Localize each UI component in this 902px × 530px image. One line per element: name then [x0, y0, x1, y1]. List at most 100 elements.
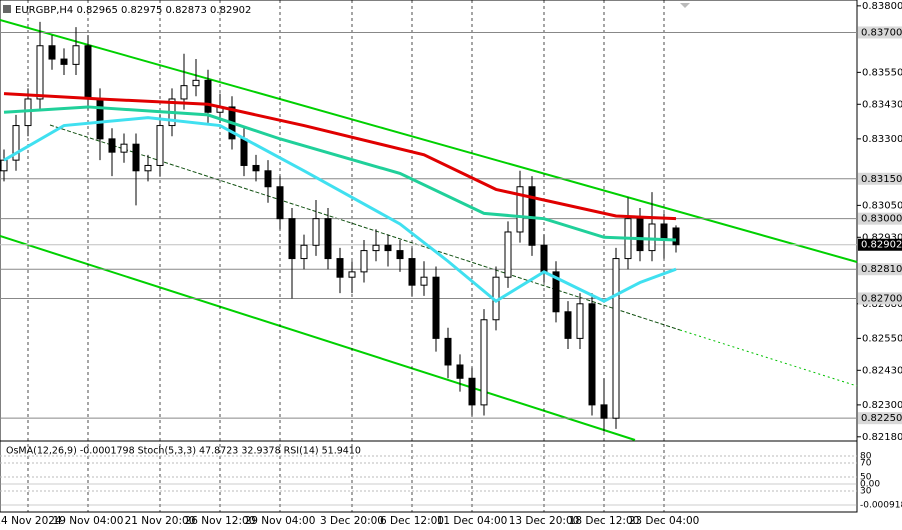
chart-title: EURGBP,H4 0.82965 0.82975 0.82873 0.8290…	[15, 5, 251, 16]
osc-tick-label: 50	[860, 473, 872, 483]
candle-body	[12, 125, 20, 161]
candle-body	[348, 271, 356, 278]
candle-body	[408, 258, 416, 286]
candle-body	[456, 364, 464, 379]
candle-body	[636, 218, 644, 252]
candle-body	[252, 164, 260, 172]
candle-body	[156, 125, 164, 166]
candle-body	[588, 303, 596, 406]
x-tick-label: 26 Nov 12:00	[185, 515, 256, 527]
osc-tick-label: 70	[860, 459, 872, 469]
y-tick-label: 0.83300	[862, 134, 902, 145]
candle-body	[96, 98, 104, 140]
y-tick-label: 0.83800	[862, 1, 902, 12]
candle-body	[552, 271, 560, 313]
candle-body	[504, 231, 512, 278]
moving-average	[3, 105, 677, 242]
osma-tick-label: 0.00	[860, 480, 880, 490]
indicator-title: OsMA(12,26,9) -0.0001798 Stoch(5,3,3) 47…	[6, 446, 361, 457]
y-tick-label: 0.82180	[862, 432, 902, 443]
level-label: 0.82250	[861, 413, 902, 424]
x-tick-label: 14 Nov 2024	[0, 515, 62, 527]
candle-body	[384, 244, 392, 252]
level-label: 0.82810	[861, 264, 902, 275]
osc-tick-label: 80	[860, 452, 872, 462]
candle-body	[108, 138, 116, 153]
candle-body	[360, 250, 368, 273]
y-tick-label: 0.82930	[862, 232, 902, 243]
candle-body	[264, 170, 272, 188]
candle-body	[672, 227, 680, 246]
current-price-label: 0.82902	[861, 240, 902, 251]
candle-body	[372, 244, 380, 252]
y-tick-label: 0.83430	[862, 99, 902, 110]
level-box	[858, 172, 902, 185]
candle-body	[612, 258, 620, 419]
osc-tick-label: 30	[860, 487, 872, 497]
level-box	[858, 212, 902, 225]
candle-body	[660, 223, 668, 241]
candle-body	[144, 164, 152, 172]
channel-upper	[0, 19, 858, 263]
current-price-box	[858, 238, 902, 251]
x-tick-label: 21 Nov 20:00	[125, 515, 196, 527]
channel-middle	[49, 124, 681, 331]
shift-marker	[680, 3, 690, 8]
candle-body	[60, 58, 68, 65]
candle-body	[300, 244, 308, 260]
candle-body	[180, 85, 188, 100]
candle-body	[36, 45, 44, 100]
symbol-icon	[3, 5, 11, 13]
x-tick-label: 13 Dec 20:00	[509, 515, 580, 527]
candle-body	[0, 159, 8, 172]
candle-body	[324, 218, 332, 260]
candle-body	[288, 218, 296, 260]
x-tick-label: 6 Dec 12:00	[380, 515, 444, 527]
y-tick-label: 0.82550	[862, 333, 902, 344]
candle-body	[564, 311, 572, 339]
candle-body	[648, 223, 656, 252]
level-label: 0.83700	[861, 27, 902, 38]
y-tick-label: 0.83550	[862, 67, 902, 78]
candle-body	[192, 79, 200, 87]
level-label: 0.83150	[861, 174, 902, 185]
x-tick-label: 18 Dec 12:00	[569, 515, 640, 527]
candle-body	[48, 45, 56, 60]
candle-body	[84, 45, 92, 100]
candle-body	[204, 79, 212, 113]
candle-body	[120, 143, 128, 153]
moving-average	[3, 116, 677, 303]
x-tick-label: 3 Dec 20:00	[320, 515, 384, 527]
candle-body	[576, 303, 584, 339]
candle-body	[468, 377, 476, 406]
osma-tick-label: -0.000918	[860, 501, 902, 511]
candle-body	[540, 244, 548, 273]
candle-body	[396, 250, 404, 260]
x-tick-label: 11 Dec 04:00	[437, 515, 508, 527]
y-tick-label: 0.82300	[862, 400, 902, 411]
candle-body	[600, 404, 608, 419]
y-tick-label: 0.82430	[862, 365, 902, 376]
x-tick-label: 19 Nov 04:00	[53, 515, 124, 527]
candle-body	[516, 186, 524, 233]
candle-body	[432, 276, 440, 339]
level-label: 0.82700	[861, 293, 902, 304]
candle-body	[444, 337, 452, 366]
candle-body	[420, 276, 428, 286]
x-tick-label: 29 Nov 04:00	[245, 515, 316, 527]
level-box	[858, 26, 902, 39]
candle-body	[312, 218, 320, 246]
x-tick-label: 23 Dec 04:00	[629, 515, 700, 527]
candle-body	[480, 319, 488, 406]
plot-frame	[0, 0, 858, 513]
candle-body	[240, 138, 248, 166]
channel-lower	[0, 235, 636, 441]
level-box	[858, 263, 902, 276]
candle-body	[336, 258, 344, 278]
level-label: 0.83000	[861, 214, 902, 225]
candle-body	[276, 186, 284, 220]
candle-body	[132, 143, 140, 172]
moving-average	[3, 92, 677, 221]
